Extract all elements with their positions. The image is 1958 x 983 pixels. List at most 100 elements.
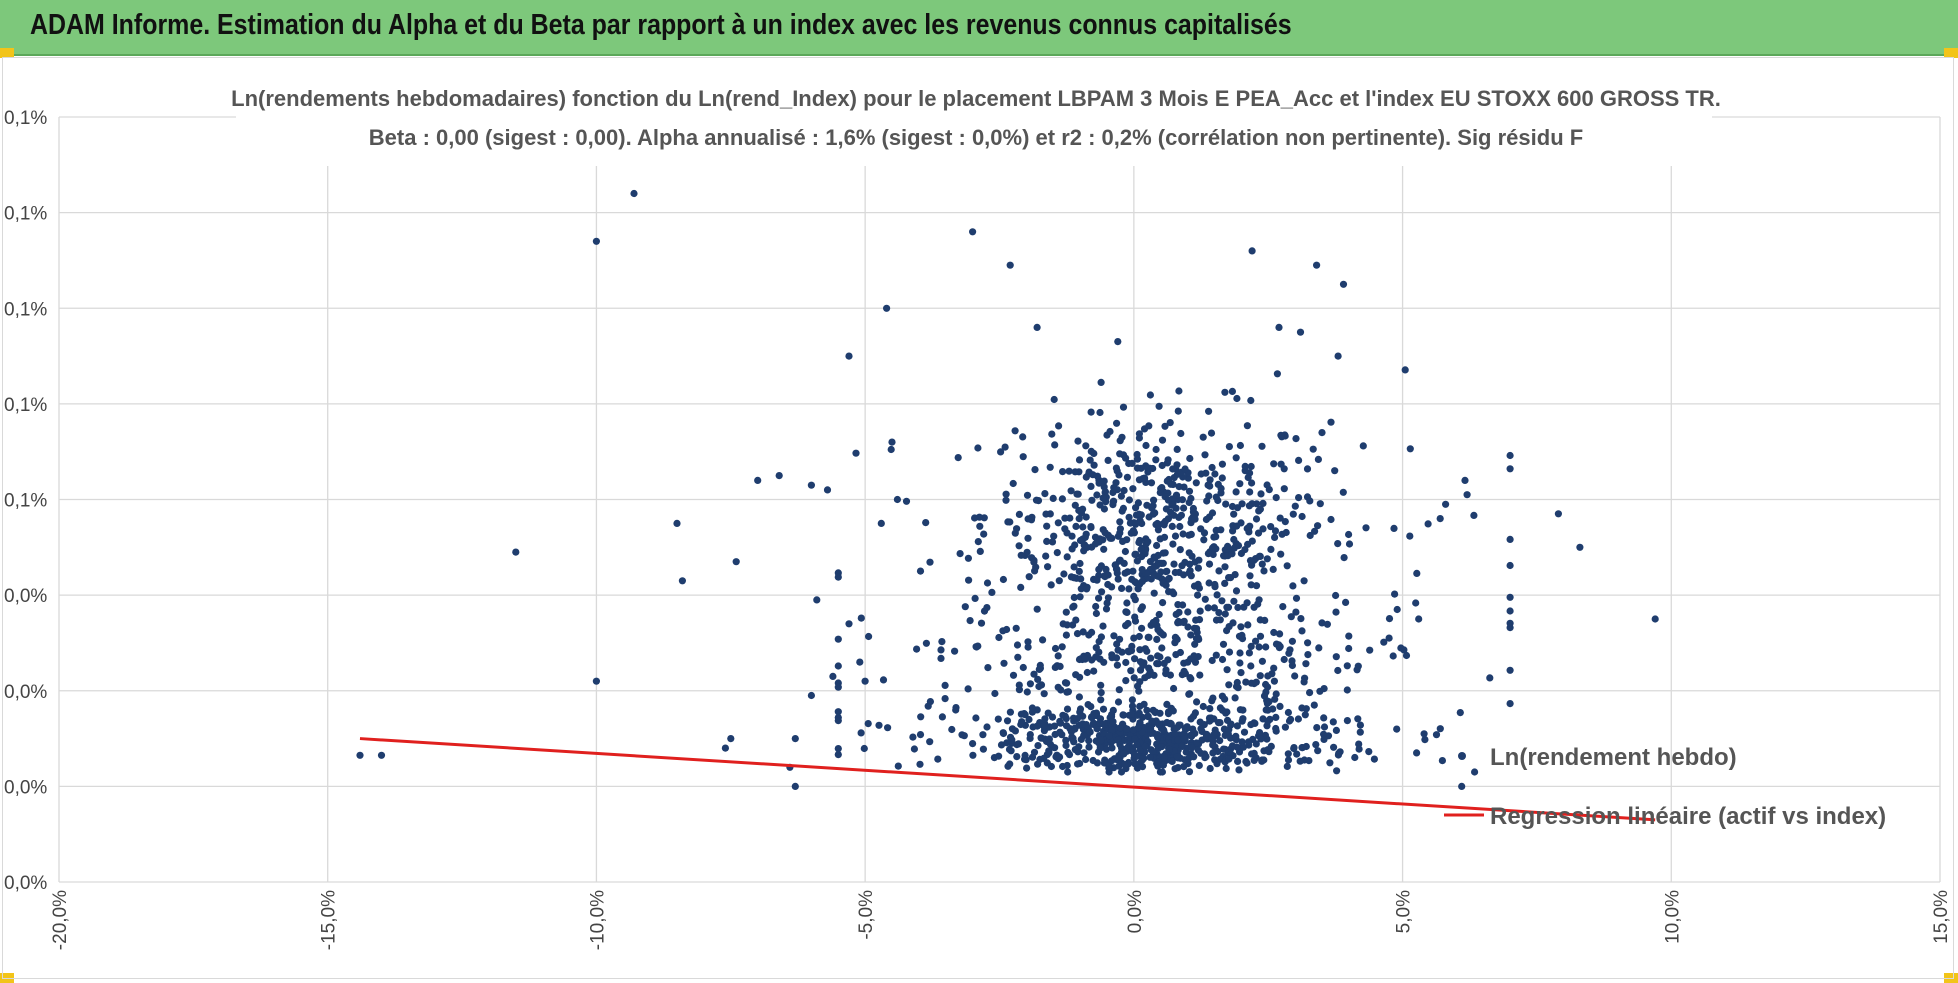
scatter-point bbox=[1193, 698, 1201, 706]
scatter-point bbox=[1397, 644, 1405, 652]
scatter-point bbox=[1138, 577, 1146, 586]
scatter-point bbox=[1160, 533, 1169, 541]
scatter-point bbox=[999, 729, 1008, 738]
scatter-point bbox=[1089, 756, 1097, 765]
scatter-point bbox=[1247, 642, 1255, 651]
scatter-point bbox=[1228, 550, 1236, 558]
scatter-point bbox=[1056, 662, 1064, 671]
scatter-point bbox=[1062, 736, 1070, 745]
scatter-point bbox=[1380, 638, 1388, 646]
scatter-point bbox=[1155, 559, 1163, 567]
scatter-point bbox=[1056, 753, 1064, 761]
scatter-point bbox=[1174, 764, 1182, 772]
scatter-point bbox=[1234, 542, 1243, 550]
scatter-point bbox=[1456, 709, 1464, 717]
scatter-point bbox=[884, 724, 892, 732]
scatter-point bbox=[1281, 518, 1289, 526]
scatter-point bbox=[1116, 518, 1124, 526]
scatter-point bbox=[1063, 705, 1072, 713]
x-tick-label: 0,0% bbox=[1125, 890, 1146, 933]
scatter-point bbox=[1471, 768, 1479, 776]
scatter-point bbox=[1270, 628, 1278, 637]
scatter-point bbox=[1143, 706, 1151, 714]
regression-line-group bbox=[359, 737, 1656, 822]
scatter-point bbox=[1343, 717, 1351, 725]
scatter-point bbox=[1024, 515, 1032, 523]
scatter-point bbox=[1194, 634, 1202, 642]
scatter-point bbox=[1085, 737, 1093, 745]
scatter-point bbox=[937, 646, 945, 654]
scatter-point bbox=[1287, 613, 1295, 621]
scatter-point bbox=[1113, 661, 1121, 669]
scatter-point bbox=[834, 662, 842, 670]
scatter-point bbox=[1195, 556, 1203, 564]
scatter-point bbox=[1059, 762, 1067, 771]
corner-accent-top-right bbox=[1944, 48, 1958, 58]
scatter-point bbox=[1238, 631, 1246, 640]
scatter-point-outlier bbox=[678, 577, 687, 585]
scatter-point bbox=[1035, 665, 1043, 674]
scatter-point bbox=[1092, 609, 1100, 618]
scatter-point bbox=[1214, 496, 1222, 505]
scatter-point bbox=[1153, 635, 1161, 644]
scatter-point bbox=[1153, 572, 1161, 580]
scatter-point bbox=[1163, 567, 1171, 575]
y-tick-label: 0,0% bbox=[4, 777, 47, 798]
scatter-point bbox=[1169, 588, 1177, 596]
scatter-point bbox=[1128, 702, 1137, 710]
scatter-point bbox=[1292, 608, 1300, 616]
scatter-point bbox=[1086, 728, 1094, 736]
scatter-point bbox=[994, 715, 1002, 723]
scatter-point bbox=[1206, 764, 1214, 773]
scatter-point bbox=[1233, 722, 1241, 730]
scatter-point bbox=[1269, 565, 1277, 574]
scatter-point bbox=[1095, 594, 1103, 602]
scatter-point bbox=[1158, 644, 1166, 652]
scatter-point bbox=[1131, 760, 1139, 768]
scatter-point bbox=[1005, 745, 1014, 754]
scatter-point bbox=[1188, 744, 1196, 752]
scatter-point bbox=[1120, 711, 1128, 719]
scatter-point bbox=[1023, 764, 1031, 772]
scatter-point bbox=[1188, 732, 1196, 740]
scatter-point bbox=[961, 603, 969, 611]
scatter-point bbox=[1246, 557, 1255, 565]
scatter-point bbox=[948, 725, 956, 734]
scatter-point bbox=[1076, 536, 1085, 545]
scatter-point bbox=[1235, 766, 1243, 774]
scatter-point bbox=[852, 449, 860, 457]
y-tick-label: 0,1% bbox=[4, 491, 47, 512]
scatter-point bbox=[1191, 515, 1199, 523]
scatter-point bbox=[1147, 725, 1155, 733]
scatter-point bbox=[1174, 619, 1182, 627]
scatter-point bbox=[938, 638, 946, 646]
scatter-point-outlier bbox=[673, 519, 681, 528]
scatter-point bbox=[1339, 488, 1347, 496]
scatter-point bbox=[1309, 445, 1317, 453]
scatter-point bbox=[1304, 639, 1312, 647]
scatter-point bbox=[1287, 715, 1295, 724]
scatter-point bbox=[1231, 694, 1239, 702]
scatter-point bbox=[1284, 708, 1292, 717]
scatter-point bbox=[1438, 757, 1446, 765]
scatter-point bbox=[1134, 499, 1142, 507]
scatter-point bbox=[834, 745, 842, 753]
scatter-point bbox=[1160, 659, 1168, 668]
scatter-point bbox=[1212, 533, 1220, 541]
scatter-point bbox=[1391, 590, 1399, 598]
scatter-point bbox=[1178, 496, 1186, 504]
scatter-point bbox=[1158, 436, 1167, 444]
scatter-point bbox=[1219, 640, 1228, 648]
scatter-point bbox=[941, 681, 949, 690]
scatter-point bbox=[1161, 422, 1169, 430]
scatter-point bbox=[1170, 560, 1178, 568]
scatter-point bbox=[1243, 759, 1251, 767]
scatter-point bbox=[1310, 701, 1318, 709]
scatter-point bbox=[1089, 471, 1097, 479]
scatter-point bbox=[1131, 596, 1139, 604]
scatter-point bbox=[1070, 714, 1078, 722]
scatter-point bbox=[1258, 757, 1266, 765]
scatter-point bbox=[1238, 738, 1246, 746]
scatter-point bbox=[1206, 705, 1214, 713]
scatter-point bbox=[1072, 522, 1080, 531]
